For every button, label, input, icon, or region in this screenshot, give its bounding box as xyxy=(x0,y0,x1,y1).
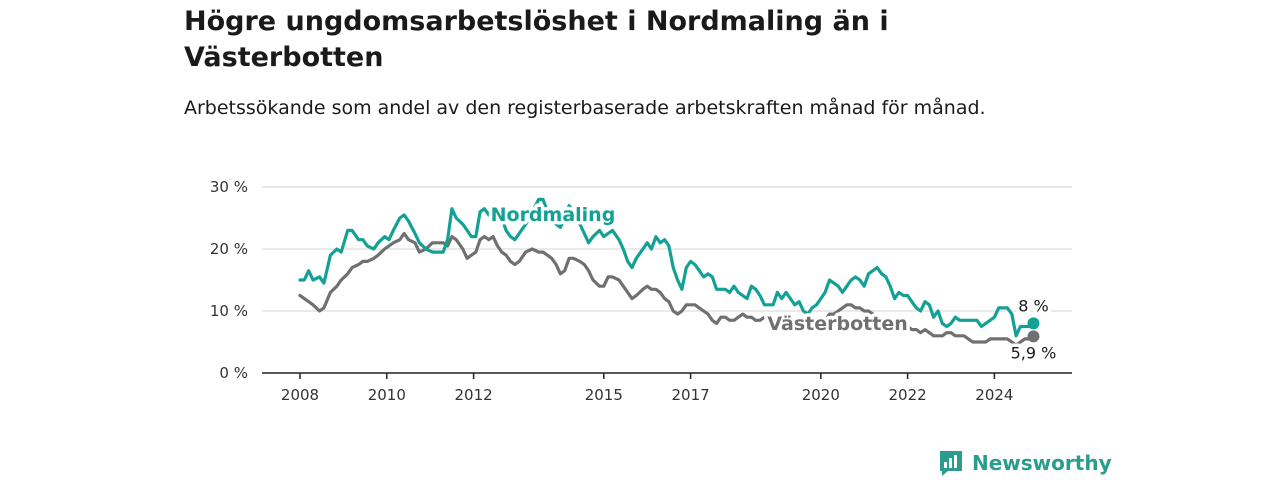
end-label-nordmaling: 8 % xyxy=(1018,296,1048,315)
x-tick-label: 2008 xyxy=(281,386,319,404)
series-label-nordmaling: Nordmaling xyxy=(491,204,616,226)
y-tick-label: 20 % xyxy=(210,240,248,258)
series-label-vasterbotten-halo: Västerbotten xyxy=(767,313,907,335)
x-tick-label: 2020 xyxy=(802,386,840,404)
brand-name: Newsworthy xyxy=(972,451,1112,475)
series-label-vasterbotten: Västerbotten xyxy=(767,313,907,335)
newsworthy-logo-icon xyxy=(940,451,962,476)
end-label-vasterbotten-halo: 5,9 % xyxy=(1011,343,1057,362)
chart-labels: NordmalingNordmalingVästerbottenVästerbo… xyxy=(487,201,1060,366)
x-tick-label: 2010 xyxy=(368,386,406,404)
series-end-point xyxy=(1027,317,1040,330)
newsworthy-brand: Newsworthy xyxy=(938,448,1112,478)
end-label-nordmaling-halo: 8 % xyxy=(1018,296,1048,315)
chart-subtitle: Arbetssökande som andel av den registerb… xyxy=(184,97,986,119)
chart-title: Högre ungdomsarbetslöshet i Nordmaling ä… xyxy=(184,6,889,73)
series-label-nordmaling-halo: Nordmaling xyxy=(491,204,616,226)
chart-series xyxy=(298,197,1040,347)
x-tick-label: 2017 xyxy=(672,386,710,404)
series-end-point xyxy=(1027,330,1040,343)
y-axis: 0 % 10 % 20 % 30 % xyxy=(210,178,248,382)
series-line-västerbotten xyxy=(298,231,1036,347)
x-axis: 2008 2010 2012 2015 2017 2020 2022 2024 xyxy=(262,372,1072,404)
x-tick-label: 2012 xyxy=(455,386,493,404)
y-tick-label: 10 % xyxy=(210,302,248,320)
x-tick-label: 2015 xyxy=(585,386,623,404)
x-tick-label: 2022 xyxy=(889,386,927,404)
y-tick-label: 0 % xyxy=(219,364,248,382)
y-tick-label: 30 % xyxy=(210,178,248,196)
x-tick-label: 2024 xyxy=(975,386,1013,404)
series-line-nordmaling xyxy=(298,197,1036,338)
end-label-vasterbotten: 5,9 % xyxy=(1011,343,1057,362)
